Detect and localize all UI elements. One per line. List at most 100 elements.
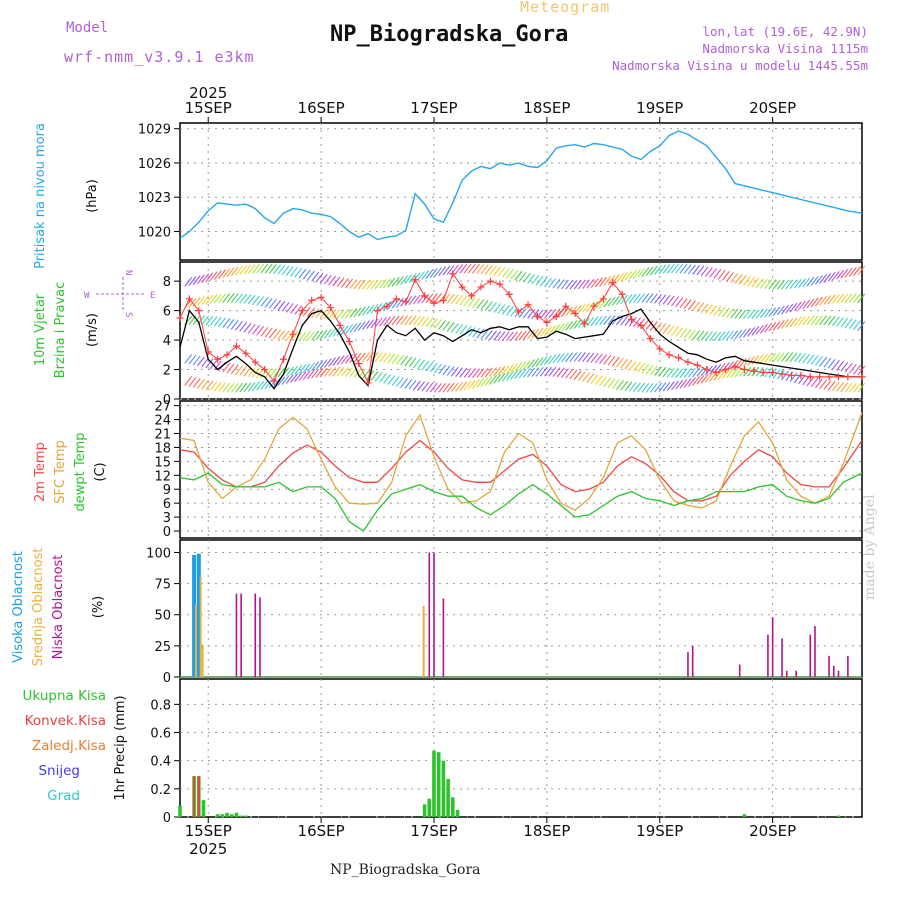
wind-barb-stroke (815, 355, 823, 366)
precip-total-bar (427, 798, 432, 817)
wind-barb-stroke (463, 368, 472, 378)
wind-barb-stroke (561, 307, 569, 317)
wind-barb-stroke (260, 263, 269, 274)
wind-barb-stroke (738, 275, 747, 285)
wind-barb-stroke (378, 316, 387, 327)
precip-total-bar (436, 752, 441, 817)
wind-barb-stroke (281, 330, 290, 341)
wind-units: (m/s) (85, 313, 100, 347)
wind-barb-stroke (421, 382, 430, 392)
wind-barb-stroke (450, 382, 459, 393)
wind-barb-stroke (806, 315, 815, 326)
wind-barb-stroke (798, 316, 806, 326)
wind-barb-stroke (853, 266, 861, 276)
wind-barb-stroke (243, 294, 252, 304)
wind-barb-stroke (586, 301, 595, 312)
wind-barb-stroke (226, 293, 235, 303)
wind-gust-marker (759, 368, 767, 376)
wind-barb-stroke (501, 305, 510, 315)
wind-barb-stroke (205, 294, 214, 305)
wind-barb-stroke (408, 357, 417, 368)
wind-barb-stroke (196, 356, 205, 367)
wind-barb-stroke (594, 315, 603, 326)
wind-frame (179, 261, 863, 400)
wind-barb-stroke (434, 363, 442, 374)
wind-barb-stroke (556, 353, 565, 363)
wind-barb-stroke (340, 325, 349, 335)
wind-barb-stroke (412, 315, 421, 326)
wind-barb-stroke (658, 366, 667, 377)
wind-barb-stroke (726, 272, 734, 282)
top-day-label: 20SEP (749, 99, 796, 117)
wind-barb-stroke (577, 371, 586, 381)
wind-barb-stroke (751, 326, 760, 336)
wind-barb-stroke (260, 326, 269, 337)
wind-barb-stroke (408, 379, 417, 390)
wind-gust-marker (552, 313, 560, 321)
wind-barb-stroke (806, 376, 815, 387)
wind-barb-stroke (268, 299, 277, 309)
wind-barb-stroke (472, 379, 480, 389)
wind-barb-stroke (599, 376, 607, 387)
wind-barb-stroke (743, 276, 751, 286)
wind-barb-stroke (683, 264, 692, 274)
wind-barb-stroke (827, 380, 836, 391)
precip-total-bar (229, 814, 234, 817)
wind-barb-stroke (450, 294, 459, 304)
wind-barb-stroke (620, 272, 629, 282)
wind-barb-stroke (438, 364, 447, 375)
cloud-low-bar (428, 552, 431, 677)
wind-barb-stroke (328, 366, 337, 377)
wind-barb-stroke (209, 381, 218, 392)
wind-barb-stroke (192, 378, 201, 388)
wind-barb-stroke (268, 328, 277, 339)
wind-barb-stroke (362, 279, 370, 290)
wind-barb-stroke (518, 271, 527, 282)
wind-barb-stroke (412, 380, 421, 391)
wind-barb-stroke (273, 300, 282, 310)
wind-barb-stroke (628, 316, 637, 327)
wind-barb-stroke (442, 321, 451, 331)
precip-ytick-label: 0.8 (150, 698, 171, 713)
compass-north: N (123, 270, 133, 275)
wind-barb-stroke (319, 329, 328, 340)
top-day-label: 15SEP (185, 99, 232, 117)
wind-barb-stroke (302, 370, 311, 381)
wind-gust-marker (515, 308, 523, 316)
wind-barb-stroke (522, 330, 531, 340)
wind-barb-stroke (235, 320, 243, 331)
wind-barb-stroke (518, 368, 527, 379)
wind-barb-stroke (704, 304, 713, 315)
wind-barb-stroke (548, 354, 557, 365)
wind-barb-stroke (285, 366, 294, 377)
wind-barb-stroke (476, 328, 485, 339)
wind-barb-stroke (620, 380, 629, 391)
wind-barb-stroke (721, 271, 730, 281)
wind-barb-stroke (717, 331, 726, 341)
wind-barb-stroke (213, 293, 222, 304)
wind-barb-stroke (590, 353, 599, 363)
wind-barb-stroke (607, 296, 616, 307)
wind-barb-stroke (222, 293, 231, 303)
precip-total-bar (451, 797, 455, 817)
compass-west: W (84, 291, 90, 301)
wind-barb-stroke (840, 268, 849, 279)
wind-barb-stroke (544, 366, 552, 377)
wind-barb-stroke (235, 293, 243, 304)
wind-barb-stroke (264, 327, 273, 338)
wind-barb-stroke (260, 297, 269, 307)
wind-barb-stroke (455, 294, 464, 305)
wind-barb-stroke (184, 376, 193, 386)
wind-barb-stroke (268, 264, 277, 274)
wind-barb-stroke (768, 279, 777, 290)
precip-ytick-label: 0.6 (150, 727, 171, 742)
wind-gust-marker (204, 348, 212, 356)
wind-barb-stroke (230, 364, 239, 375)
wind-barb-stroke (548, 325, 557, 335)
wind-barb-stroke (362, 369, 370, 380)
wind-barb-stroke (675, 327, 684, 337)
wind-barb-stroke (302, 363, 311, 374)
wind-barb-stroke (429, 382, 438, 393)
wind-barb-stroke (654, 366, 663, 376)
wind-barb-stroke (421, 270, 430, 280)
